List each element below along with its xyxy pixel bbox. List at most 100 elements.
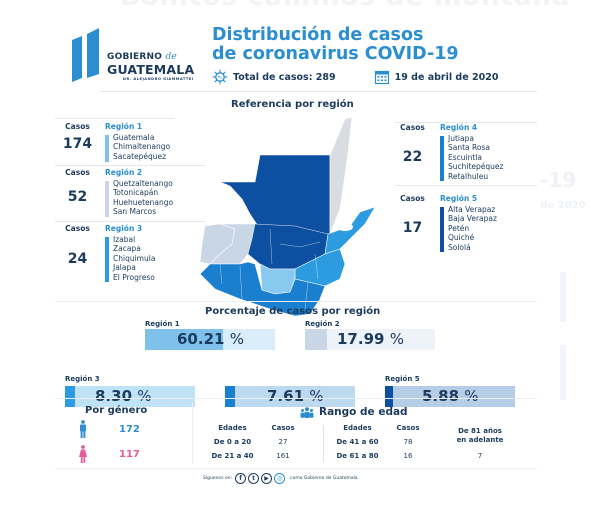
percent-value: 60.21 % — [177, 330, 244, 348]
percent-title: Porcentaje de casos por región — [205, 306, 381, 317]
total-cases: Total de casos: 289 — [233, 71, 336, 83]
department: Quetzaltenango — [113, 179, 173, 188]
age-range: De 61 a 80 — [336, 452, 379, 460]
logo-line1: GOBIERNO de — [107, 52, 177, 62]
department: Totonicapán — [113, 188, 159, 198]
cases-label: Casos — [400, 123, 425, 132]
percent-fill — [145, 329, 223, 350]
male-count: 172 — [119, 423, 140, 435]
calendar-icon — [374, 70, 389, 85]
follow-label: Síguenos en: — [203, 476, 233, 481]
cases-label: Casos — [65, 224, 90, 233]
region-cases: 17 — [402, 220, 423, 236]
department: Quiché — [448, 233, 475, 243]
logo-line3: DR. ALEJANDRO GIAMMATTEI — [123, 77, 194, 81]
virus-icon — [212, 69, 228, 85]
age-over81-value: 7 — [477, 452, 483, 460]
cases-label: Casos — [400, 194, 425, 203]
percent-value: 5.88 % — [422, 387, 479, 405]
department-list: Alta Verapaz Baja Verapaz Petén Quiché S… — [448, 205, 497, 252]
title-line2: de coronavirus COVID-19 — [212, 44, 459, 64]
department: Jutiapa — [448, 134, 474, 143]
department-list: Izabal Zacapa Chiquimula Jalapa El Progr… — [113, 235, 155, 282]
age-cases: 78 — [403, 438, 413, 446]
age-title: Rango de edad — [300, 406, 408, 418]
twitter-icon[interactable]: t — [248, 473, 260, 484]
region-color-bar — [105, 181, 109, 217]
background-ghost-title: -19 — [540, 168, 577, 192]
age-col-edades: Edades — [343, 424, 372, 432]
region-name: Región 1 — [105, 122, 143, 131]
region-cases: 24 — [67, 251, 88, 267]
region-name: Región 5 — [440, 194, 478, 203]
percent-box-region-4: 7.61 % — [225, 386, 355, 407]
region-name: Región 4 — [440, 123, 478, 132]
percent-fill — [65, 386, 75, 407]
percent-box-region-5: 5.88 % — [385, 386, 515, 407]
age-cases: 161 — [276, 452, 290, 460]
age-over81-label: De 81 años en adelante — [440, 427, 520, 445]
divider — [55, 221, 205, 222]
gender-male-row: 172 — [79, 420, 140, 438]
department-list: Quetzaltenango Totonicapán Huehuetenango… — [113, 179, 173, 217]
region-color-bar — [105, 237, 109, 282]
department-list: Jutiapa Santa Rosa Escuintla Suchitepéqu… — [448, 134, 503, 181]
percent-value: 17.99 % — [337, 330, 404, 348]
percent-label-region-2: Región 2 — [305, 320, 340, 328]
department: Chimaltenango — [113, 142, 171, 152]
divider — [55, 118, 175, 119]
percent-label-region-5: Región 5 — [385, 375, 420, 383]
map-region-petén-east — [329, 116, 353, 235]
header-divider — [100, 91, 537, 92]
vertical-divider — [192, 402, 193, 464]
age-col-casos: Casos — [271, 424, 295, 432]
as-label: como Gobierno de Guatemala — [290, 476, 358, 481]
background-ghost-text: Bonitos caminos de montaña — [120, 0, 571, 12]
department: San Marcos — [113, 207, 157, 217]
divider — [395, 185, 537, 186]
logo-bars-icon — [72, 28, 99, 82]
age-divider — [323, 425, 324, 462]
age-range: De 41 a 60 — [336, 438, 379, 446]
department: Huehuetenango — [113, 197, 174, 207]
age-over81-line1: De 81 años — [458, 427, 502, 435]
age-cases: 16 — [403, 452, 413, 460]
gender-female-row: 117 — [79, 445, 140, 463]
background-ghost-bar — [560, 272, 566, 322]
age-cases: 27 — [278, 438, 288, 446]
department-list: Guatemala Chimaltenango Sacatepéquez — [113, 133, 170, 161]
male-icon — [80, 420, 86, 438]
cases-label: Casos — [65, 122, 90, 131]
department: Guatemala — [113, 133, 155, 142]
instagram-icon[interactable]: ◎ — [274, 473, 286, 484]
age-col-casos: Casos — [396, 424, 420, 432]
title-line1: Distribución de casos — [212, 25, 424, 45]
youtube-icon[interactable]: ▶ — [261, 473, 273, 484]
percent-value: 7.61 % — [267, 387, 324, 405]
department: Izabal — [113, 235, 136, 244]
facebook-icon[interactable]: f — [235, 473, 247, 484]
department: Zacapa — [113, 244, 141, 254]
percent-label-region-3: Región 3 — [65, 375, 100, 383]
department: Baja Verapaz — [448, 214, 497, 224]
age-over81-line2: en adelante — [456, 436, 504, 444]
age-col-edades: Edades — [218, 424, 247, 432]
region-cases: 52 — [67, 189, 88, 205]
logo-line2: GUATEMALA — [107, 62, 195, 77]
map-region-4 — [200, 261, 326, 317]
department: Suchitepéquez — [448, 162, 504, 172]
social-footer: Síguenos en: f t ▶ ◎ como Gobierno de Gu… — [203, 473, 358, 484]
department: Sacatepéquez — [113, 151, 167, 161]
department: El Progreso — [113, 272, 155, 282]
region-4-block: Casos Región 4 22 Jutiapa Santa Rosa Esc… — [390, 123, 545, 183]
region-3-block: Casos Región 3 24 Izabal Zacapa Chiquimu… — [55, 224, 210, 284]
department: Retalhuleu — [448, 171, 489, 181]
region-name: Región 2 — [105, 168, 143, 177]
divider — [55, 165, 205, 166]
region-color-bar — [440, 136, 444, 181]
percent-box-region-2: 17.99 % — [305, 329, 435, 350]
age-range: De 0 a 20 — [213, 438, 252, 446]
department: Sololá — [448, 242, 471, 252]
department: Jalapa — [113, 263, 136, 273]
region-color-bar — [105, 135, 109, 162]
